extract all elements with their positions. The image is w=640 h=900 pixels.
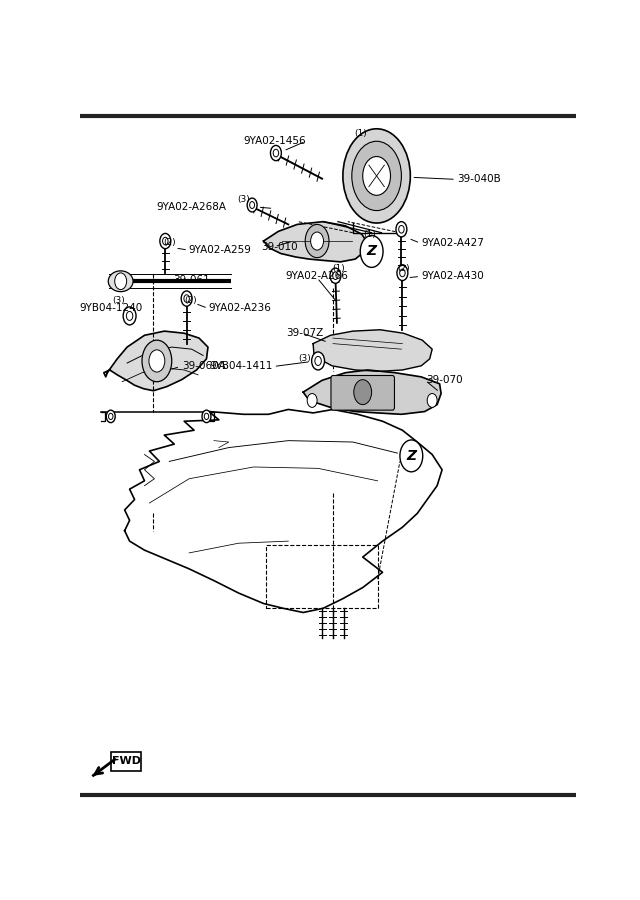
Circle shape (310, 232, 324, 250)
Circle shape (271, 146, 282, 161)
Circle shape (363, 157, 390, 195)
Circle shape (312, 352, 324, 370)
Text: (2): (2) (163, 238, 175, 247)
Text: 39-040B: 39-040B (457, 175, 500, 184)
Text: FWD: FWD (111, 757, 141, 767)
Polygon shape (104, 331, 208, 391)
Circle shape (307, 393, 317, 408)
Polygon shape (303, 370, 441, 414)
Text: 9YA02-A427: 9YA02-A427 (421, 238, 484, 248)
Circle shape (354, 380, 372, 405)
Circle shape (106, 410, 115, 423)
Circle shape (247, 198, 257, 212)
Text: (1): (1) (354, 129, 367, 138)
FancyBboxPatch shape (111, 752, 141, 770)
Circle shape (142, 340, 172, 382)
Text: 39-07Z: 39-07Z (286, 328, 323, 338)
Text: 9YA02-A259: 9YA02-A259 (188, 245, 251, 255)
Text: 9YB04-1240: 9YB04-1240 (79, 303, 142, 313)
Text: 9YA02-A430: 9YA02-A430 (421, 272, 484, 282)
Text: 39-070: 39-070 (426, 375, 463, 385)
Circle shape (428, 393, 437, 408)
Text: (3): (3) (298, 355, 310, 364)
Circle shape (352, 141, 401, 211)
Circle shape (115, 273, 127, 290)
Text: (3): (3) (112, 296, 125, 305)
Text: 9YB04-1411: 9YB04-1411 (209, 362, 273, 372)
Text: (1): (1) (333, 265, 346, 274)
Circle shape (123, 307, 136, 325)
Circle shape (305, 224, 329, 257)
Text: (3): (3) (237, 195, 250, 204)
Circle shape (400, 440, 423, 472)
Polygon shape (264, 221, 367, 262)
Text: 9YA02-A268A: 9YA02-A268A (156, 202, 227, 212)
Text: Z: Z (367, 245, 377, 258)
Text: 39-010: 39-010 (261, 241, 298, 252)
Circle shape (149, 350, 165, 372)
Circle shape (181, 291, 192, 306)
Circle shape (330, 268, 341, 284)
Text: 9YA02-A266: 9YA02-A266 (285, 272, 349, 282)
Polygon shape (313, 329, 432, 372)
Text: 39-060A: 39-060A (182, 362, 225, 372)
Text: 39-061: 39-061 (173, 274, 210, 285)
Circle shape (160, 233, 171, 248)
FancyBboxPatch shape (331, 375, 394, 410)
Circle shape (343, 129, 410, 223)
Text: (1): (1) (363, 230, 376, 238)
Text: (2): (2) (184, 296, 196, 305)
Text: 9YA02-A236: 9YA02-A236 (208, 303, 271, 313)
Circle shape (396, 221, 407, 237)
Text: (2): (2) (397, 265, 410, 274)
Circle shape (397, 266, 408, 281)
Circle shape (360, 236, 383, 267)
Text: Z: Z (406, 449, 417, 463)
Ellipse shape (108, 271, 133, 292)
Circle shape (202, 410, 211, 423)
Text: 9YA02-1456: 9YA02-1456 (243, 136, 306, 147)
